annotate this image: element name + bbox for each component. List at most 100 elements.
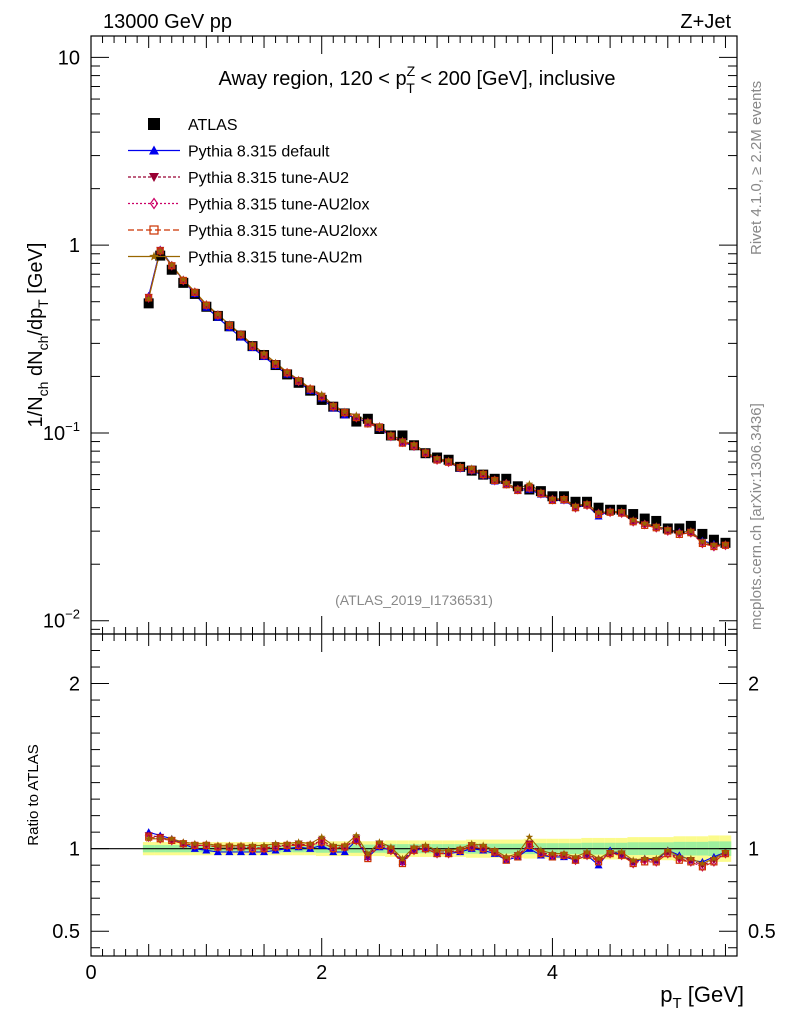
mcplots-label: mcplots.cern.ch [arXiv:1306.3436]	[748, 403, 765, 630]
mc-point-ratio	[410, 843, 418, 851]
mc-point-main	[329, 401, 338, 409]
mc-point-ratio	[387, 843, 395, 851]
mc-point-main	[260, 349, 268, 357]
mc-point-main	[710, 541, 718, 552]
mc-point-main	[617, 507, 626, 515]
atlas-point	[697, 528, 708, 539]
mc-point-ratio	[675, 852, 684, 861]
legend-item: Pythia 8.315 default	[128, 144, 330, 161]
ratio-tick-label-left: 2	[69, 674, 80, 696]
legend-marker	[149, 251, 159, 261]
legend-marker	[149, 145, 159, 155]
mc-point-ratio	[398, 859, 407, 868]
mc-point-main	[479, 469, 487, 477]
mc-point-main	[490, 475, 499, 483]
mc-point-ratio	[537, 846, 545, 854]
mc-point-main	[687, 527, 695, 538]
mc-point-ratio	[490, 846, 499, 854]
rivet-version-label: Rivet 4.1.0, ≥ 2.2M events	[748, 81, 765, 255]
mc-point-main	[583, 499, 591, 507]
mc-point-main	[202, 300, 211, 308]
mc-point-ratio	[156, 834, 164, 842]
mc-point-ratio	[283, 840, 291, 851]
series-line-main	[148, 249, 726, 548]
mc-point-main	[317, 390, 326, 398]
mc-point-main	[606, 507, 614, 515]
mc-point-main	[467, 464, 476, 472]
mc-point-ratio	[444, 846, 453, 854]
mc-point-main	[445, 457, 453, 468]
ratio-tick-label-right: 2	[748, 674, 759, 696]
legend-label: ATLAS	[188, 117, 238, 134]
mc-point-main	[687, 526, 695, 535]
mc-point-main	[156, 245, 164, 256]
legend-item: Pythia 8.315 tune-AU2loxx	[128, 223, 377, 240]
process-label: Z+Jet	[680, 11, 731, 33]
mc-point-ratio	[156, 833, 164, 844]
legend: ATLAS Pythia 8.315 default Pythia 8.315 tu…	[128, 117, 377, 267]
y-axis-label: 1/Nch dNch/dpT [GeV]	[25, 243, 51, 428]
mc-point-main	[167, 261, 176, 269]
legend-label: Pythia 8.315 tune-AU2loxx	[188, 223, 377, 240]
mc-point-ratio	[502, 852, 511, 861]
mc-point-main	[514, 484, 522, 492]
mc-point-main	[248, 341, 257, 352]
mc-point-main	[329, 401, 337, 412]
mc-point-ratio	[687, 854, 695, 862]
mc-point-main	[352, 412, 360, 423]
energy-label: 13000 GeV pp	[103, 11, 232, 33]
mc-point-main	[629, 516, 637, 524]
mc-point-main	[225, 320, 234, 328]
mc-point-main	[191, 287, 199, 295]
mc-point-ratio	[214, 841, 222, 849]
mc-point-main	[629, 516, 637, 527]
mc-point-main	[560, 494, 568, 502]
mc-point-main	[571, 502, 580, 510]
mc-point-main	[410, 440, 418, 448]
mc-point-main	[618, 508, 626, 519]
atlas-point	[708, 534, 719, 545]
mc-point-main	[294, 375, 303, 383]
mc-point-main	[640, 519, 649, 527]
mc-point-ratio	[168, 835, 176, 846]
mc-point-ratio	[652, 854, 661, 862]
atlas-point	[628, 509, 639, 520]
plot-title: Away region, 120 < pZ T < 200 [GeV], incl…	[219, 63, 616, 96]
mc-point-ratio	[629, 856, 637, 864]
mc-point-main	[652, 522, 661, 530]
mc-point-main	[248, 340, 257, 348]
ratio-series	[144, 828, 730, 872]
x-tick-label: 2	[316, 962, 327, 984]
mc-point-ratio	[640, 854, 649, 862]
y-tick-label: 10−1	[43, 419, 80, 445]
legend-marker	[148, 118, 160, 130]
mc-point-ratio	[560, 849, 568, 857]
legend-item: Pythia 8.315 tune-AU2	[128, 170, 349, 187]
series-line-ratio	[148, 836, 726, 868]
mc-point-main	[271, 358, 280, 366]
series-line-main	[148, 248, 726, 547]
mc-point-main	[698, 538, 706, 549]
atlas-point	[593, 502, 604, 513]
mc-point-main	[537, 488, 545, 499]
ratio-tick-label-left: 1	[69, 839, 80, 861]
mc-point-ratio	[583, 848, 591, 856]
mc-point-ratio	[191, 840, 199, 851]
mc-point-ratio	[248, 841, 257, 849]
legend-marker	[149, 225, 159, 235]
y-tick-exponent: −1	[65, 419, 80, 434]
mc-point-main	[675, 528, 684, 536]
atlas-point	[685, 520, 696, 531]
mc-point-main	[664, 525, 672, 533]
mc-point-ratio	[491, 846, 499, 858]
mc-point-main	[502, 479, 511, 487]
mc-point-main	[318, 391, 326, 402]
ratio-y-axis-label: Ratio to ATLAS	[25, 744, 42, 845]
mc-point-ratio	[525, 840, 533, 851]
mc-point-ratio	[145, 832, 153, 843]
mc-point-ratio	[341, 841, 349, 849]
series-line-main	[148, 248, 726, 546]
x-tick-label: 0	[85, 962, 96, 984]
mc-point-ratio	[433, 846, 441, 854]
